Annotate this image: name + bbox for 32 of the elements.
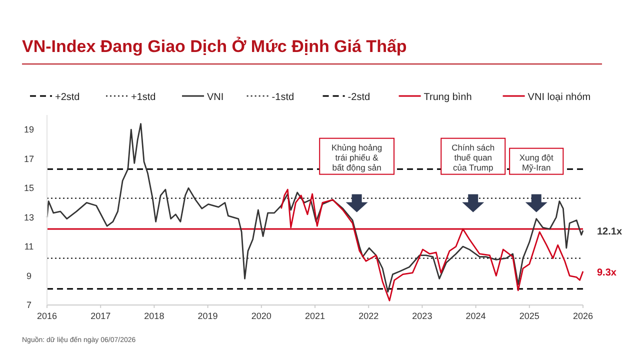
annotation: Chính sách thuế quan của Trump	[452, 142, 495, 172]
legend-label: +1std	[131, 92, 156, 103]
line-series	[46, 123, 584, 293]
y-tick-label: 15	[24, 183, 34, 194]
x-tick-label: 2021	[304, 311, 326, 321]
annotation: 9.3x	[597, 267, 617, 278]
legend-label: Trung bình	[424, 92, 472, 103]
x-tick-label: 2018	[144, 311, 164, 321]
annotation: Khủng hoảng trái phiếu & bất động sản	[332, 142, 382, 172]
y-tick-label: 17	[24, 154, 34, 164]
x-tick-label: 2016	[36, 311, 58, 321]
legend-label: VNI loại nhóm	[528, 92, 591, 103]
x-tick-label: 2022	[358, 311, 379, 321]
x-tick-label: 2024	[466, 311, 486, 321]
legend-label: -2std	[348, 92, 370, 103]
y-tick-label: 19	[24, 124, 34, 135]
annotation: 12.1x	[597, 226, 622, 238]
x-tick-label: 2019	[198, 311, 218, 321]
y-tick-label: 13	[24, 212, 34, 222]
chart-title: VN-Index Đang Giao Dịch Ở Mức Định Giá Thấp	[22, 36, 407, 56]
annotation: Xung đột Mỹ-Iran	[519, 152, 554, 172]
y-tick-label: 9	[26, 270, 32, 281]
legend-label: +2std	[55, 92, 80, 103]
x-tick-label: 2025	[519, 311, 540, 321]
y-tick-label: 11	[24, 242, 34, 252]
x-tick-label: 2023	[412, 311, 432, 321]
legend-label: -1std	[272, 92, 294, 103]
legend-label: VNI	[207, 92, 224, 103]
x-tick-label: 2026	[572, 311, 594, 321]
x-tick-label: 2017	[90, 311, 111, 321]
y-tick-label: 7	[26, 300, 32, 310]
x-tick-label: 2020	[251, 311, 272, 321]
